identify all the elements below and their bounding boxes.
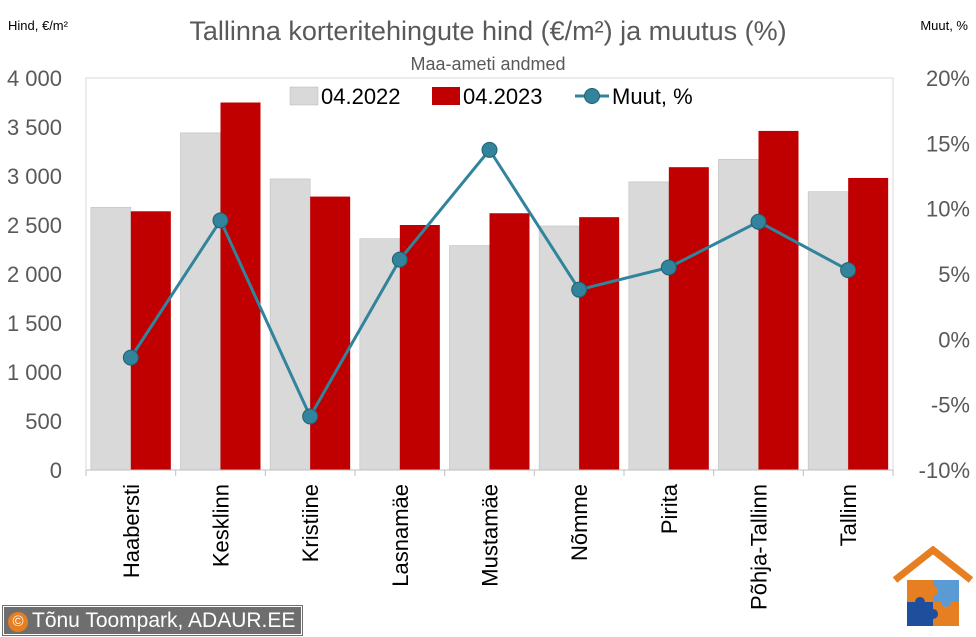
y-left-tick-label: 1 000 (7, 360, 62, 385)
y-left-tick-label: 1 500 (7, 311, 62, 336)
x-tick-label: Kesklinn (209, 484, 234, 567)
copyright-badge: © Tõnu Toompark, ADAUR.EE (1, 605, 304, 636)
bar-04.2023-Tallinn (848, 177, 889, 470)
bar-04.2023-Kesklinn (220, 102, 261, 470)
point-Mustamäe (481, 141, 498, 158)
bar-04.2022-Põhja-Tallinn (718, 159, 759, 471)
y-right-tick-label: 20% (926, 66, 970, 91)
y-left-tick-label: 0 (50, 458, 62, 483)
point-Haabersti (122, 349, 139, 366)
legend: 04.2022 04.2023 Muut, % (289, 84, 693, 109)
bar-04.2022-Kesklinn (180, 132, 221, 471)
bar-04.2023-Lasnamäe (399, 225, 440, 470)
bar-04.2023-Pirita (668, 167, 709, 470)
x-tick-label: Mustamäe (478, 484, 503, 587)
x-tick-label: Kristiine (298, 484, 323, 562)
chart-title: Tallinna korteritehingute hind (€/m²) ja… (189, 16, 786, 46)
x-tick-label: Põhja-Tallinn (747, 484, 772, 610)
legend-label: Muut, % (612, 84, 693, 109)
point-Kesklinn (212, 212, 229, 229)
point-Tallinn (840, 262, 857, 279)
y-left-tick-label: 2 500 (7, 213, 62, 238)
bar-04.2022-Kristiine (269, 178, 311, 471)
bar-04.2022-Mustamäe (449, 245, 490, 471)
legend-label: 04.2022 (321, 84, 401, 109)
y-left-tick-label: 2 000 (7, 262, 62, 287)
legend-marker (584, 88, 600, 104)
point-Lasnamäe (391, 251, 408, 268)
legend-label: 04.2023 (463, 84, 543, 109)
copyright-text: Tõnu Toompark, ADAUR.EE (32, 609, 296, 632)
right-axis-label: Muut, % (920, 18, 968, 33)
point-Kristiine (302, 408, 319, 425)
y-right-tick-label: 5% (938, 262, 970, 287)
chart-subtitle: Maa-ameti andmed (410, 54, 565, 74)
x-tick-label: Tallinn (836, 484, 861, 546)
house-puzzle-logo (893, 546, 973, 626)
x-tick-label: Pirita (657, 483, 682, 534)
x-tick-label: Haabersti (119, 484, 144, 578)
bar-04.2022-Haabersti (90, 207, 132, 471)
x-tick-label: Lasnamäe (388, 484, 413, 587)
y-right-tick-label: 10% (926, 197, 970, 222)
plot-area: Haabersti Kesklinn Kristiine Lasnamäe Mustam… (7, 66, 970, 610)
point-Pirita (660, 259, 677, 276)
bar-04.2023-Kristiine (310, 196, 351, 470)
x-tick-label: Nõmme (567, 484, 592, 561)
y-right-tick-label: 0% (938, 327, 970, 352)
bar-04.2022-Pirita (628, 181, 670, 471)
point-Põhja-Tallinn (750, 213, 767, 230)
bar-04.2023-Mustamäe (489, 213, 530, 471)
bar-04.2023-Põhja-Tallinn (758, 130, 799, 471)
point-Nõmme (571, 281, 588, 298)
bar-04.2022-Nõmme (538, 225, 580, 471)
y-right-tick-label: -10% (919, 458, 970, 483)
y-right-tick-label: 15% (926, 131, 970, 156)
left-axis-label: Hind, €/m² (8, 18, 69, 33)
legend-swatch (289, 86, 319, 106)
bar-04.2023-Nõmme (579, 217, 620, 470)
bar-04.2023-Haabersti (130, 211, 171, 470)
y-left-tick-label: 3 000 (7, 164, 62, 189)
y-left-tick-label: 500 (25, 409, 62, 434)
y-left-tick-label: 3 500 (7, 115, 62, 140)
legend-swatch (432, 87, 460, 105)
copyright-icon: © (8, 612, 28, 632)
bar-04.2022-Tallinn (807, 191, 849, 471)
y-right-tick-label: -5% (931, 393, 970, 418)
y-left-tick-label: 4 000 (7, 66, 62, 91)
bar-04.2022-Lasnamäe (359, 238, 401, 471)
